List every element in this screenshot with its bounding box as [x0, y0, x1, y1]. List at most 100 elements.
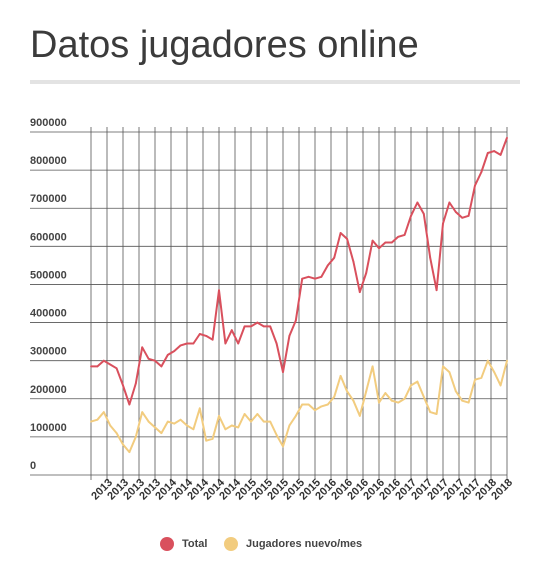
- point-total: [314, 277, 316, 280]
- point-jugadores-nuevo-mes: [134, 435, 137, 438]
- point-total: [134, 382, 137, 385]
- point-jugadores-nuevo-mes: [333, 395, 336, 398]
- point-jugadores-nuevo-mes: [122, 443, 124, 446]
- legend-item-total[interactable]: Total: [160, 537, 207, 551]
- point-jugadores-nuevo-mes: [416, 380, 419, 383]
- point-total: [224, 342, 227, 345]
- point-total: [269, 325, 272, 328]
- point-jugadores-nuevo-mes: [365, 390, 368, 393]
- point-jugadores-nuevo-mes: [397, 401, 400, 404]
- point-total: [378, 247, 380, 250]
- point-total: [410, 214, 412, 217]
- point-total: [326, 264, 329, 267]
- point-jugadores-nuevo-mes: [314, 409, 316, 412]
- line-chart: 0 100000 200000 300000 400000 500000 600000 700…: [30, 117, 515, 502]
- point-jugadores-nuevo-mes: [96, 418, 99, 421]
- legend-label-total: Total: [182, 538, 208, 550]
- point-jugadores-nuevo-mes: [448, 371, 451, 373]
- point-total: [186, 342, 188, 345]
- page-title: Datos jugadores online: [30, 24, 419, 66]
- point-total: [256, 321, 259, 324]
- point-jugadores-nuevo-mes: [474, 378, 476, 381]
- point-total: [506, 136, 508, 139]
- point-jugadores-nuevo-mes: [186, 424, 188, 427]
- point-jugadores-nuevo-mes: [205, 439, 208, 442]
- point-jugadores-nuevo-mes: [384, 392, 387, 394]
- point-jugadores-nuevo-mes: [499, 384, 502, 387]
- point-total: [435, 289, 438, 292]
- point-jugadores-nuevo-mes: [237, 426, 240, 429]
- series-line-total-group: [90, 136, 508, 406]
- point-jugadores-nuevo-mes: [506, 359, 508, 362]
- point-total: [243, 325, 246, 328]
- point-jugadores-nuevo-mes: [160, 432, 163, 434]
- title-divider: [30, 80, 520, 84]
- point-jugadores-nuevo-mes: [269, 420, 272, 423]
- point-jugadores-nuevo-mes: [301, 403, 304, 406]
- point-jugadores-nuevo-mes: [422, 395, 425, 398]
- point-total: [454, 211, 457, 213]
- point-total: [365, 272, 368, 274]
- point-total: [218, 289, 220, 292]
- point-total: [339, 232, 342, 234]
- point-total: [493, 150, 496, 152]
- point-jugadores-nuevo-mes: [435, 413, 438, 415]
- point-jugadores-nuevo-mes: [141, 411, 144, 414]
- point-total: [275, 342, 278, 345]
- point-total: [474, 184, 476, 187]
- legend-item-jugadores-nuevo-mes[interactable]: Jugadores nuevo/mes: [224, 537, 362, 551]
- point-total: [147, 357, 150, 360]
- point-jugadores-nuevo-mes: [352, 399, 355, 402]
- point-total: [416, 201, 419, 204]
- point-total: [198, 333, 201, 335]
- point-total: [486, 152, 489, 154]
- y-tick-label: 900000: [30, 117, 67, 129]
- point-total: [179, 344, 182, 347]
- legend-swatch-total: [160, 537, 174, 551]
- point-jugadores-nuevo-mes: [179, 418, 182, 421]
- point-jugadores-nuevo-mes: [102, 411, 105, 414]
- point-jugadores-nuevo-mes: [371, 365, 374, 368]
- point-jugadores-nuevo-mes: [288, 424, 291, 427]
- point-jugadores-nuevo-mes: [243, 413, 246, 415]
- y-axis-ticks: 0 100000 200000 300000 400000 500000 600000 700…: [30, 117, 67, 472]
- legend: Total Jugadores nuevo/mes: [0, 537, 551, 557]
- point-total: [307, 275, 310, 278]
- point-jugadores-nuevo-mes: [282, 445, 284, 448]
- point-jugadores-nuevo-mes: [390, 399, 393, 402]
- point-total: [230, 329, 233, 332]
- point-total: [358, 291, 361, 293]
- point-jugadores-nuevo-mes: [378, 401, 380, 404]
- point-total: [442, 222, 444, 225]
- y-tick-label: 100000: [30, 422, 67, 434]
- point-jugadores-nuevo-mes: [166, 420, 169, 423]
- point-jugadores-nuevo-mes: [486, 359, 489, 362]
- point-total: [480, 171, 483, 173]
- point-jugadores-nuevo-mes: [339, 375, 342, 377]
- point-jugadores-nuevo-mes: [307, 403, 310, 406]
- point-total: [141, 346, 144, 349]
- point-jugadores-nuevo-mes: [230, 424, 233, 427]
- point-total: [422, 213, 425, 215]
- point-total: [122, 384, 124, 387]
- point-total: [128, 403, 131, 406]
- point-jugadores-nuevo-mes: [493, 371, 496, 373]
- point-jugadores-nuevo-mes: [467, 401, 470, 404]
- point-jugadores-nuevo-mes: [192, 428, 195, 431]
- point-jugadores-nuevo-mes: [211, 437, 214, 440]
- point-jugadores-nuevo-mes: [454, 390, 457, 393]
- y-tick-label: 700000: [30, 193, 67, 205]
- point-jugadores-nuevo-mes: [256, 413, 259, 415]
- point-jugadores-nuevo-mes: [90, 420, 92, 423]
- point-jugadores-nuevo-mes: [294, 415, 297, 417]
- chart-grid: [30, 127, 508, 480]
- point-total: [294, 319, 297, 322]
- point-jugadores-nuevo-mes: [250, 420, 252, 423]
- series-line-jugadores-nuevo-mes-group: [90, 359, 508, 454]
- point-total: [205, 334, 208, 337]
- y-tick-label: 500000: [30, 269, 67, 281]
- point-total: [102, 359, 105, 362]
- point-total: [166, 354, 169, 356]
- point-jugadores-nuevo-mes: [275, 434, 278, 436]
- legend-swatch-jugadores-nuevo-mes: [224, 537, 238, 551]
